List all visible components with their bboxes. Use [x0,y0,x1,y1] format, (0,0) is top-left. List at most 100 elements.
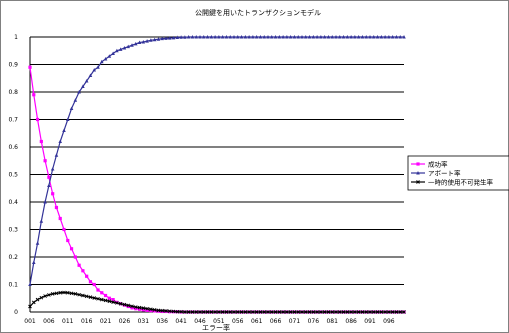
data-point [251,35,255,39]
data-point [137,307,142,311]
data-point [115,301,119,305]
data-point [152,37,157,42]
data-point [416,171,420,175]
data-point [92,282,96,287]
data-point [232,35,236,39]
data-point [307,310,312,314]
data-point [296,310,301,314]
data-point [258,35,263,39]
data-point [100,291,104,295]
data-point [217,35,221,39]
data-point [39,219,44,223]
data-point [99,59,104,64]
data-point [345,310,350,314]
data-point [54,205,59,210]
series-3 [28,290,406,314]
legend-label: 成功率 [428,160,448,169]
data-point [251,310,255,314]
data-point [43,159,47,163]
data-point [326,310,331,314]
data-point [179,309,183,314]
y-tick-label: 0.9 [8,62,18,69]
data-point [383,310,387,314]
data-point [160,36,165,41]
data-point [31,260,36,264]
data-point [54,153,59,157]
data-point [28,304,32,309]
data-point [232,310,236,314]
data-point [334,310,338,314]
data-point [205,310,210,314]
data-point [167,36,172,40]
y-tick-label: 0.3 [8,227,18,234]
data-point [349,310,353,314]
data-point [99,297,104,302]
data-point [235,35,240,39]
data-point [115,48,119,53]
data-point [88,280,93,284]
data-point [390,35,395,39]
data-point [96,65,100,69]
x-tick-label: 061 [251,318,263,325]
legend-item: 成功率 [411,160,448,169]
data-point [118,301,123,306]
data-point [247,310,251,314]
data-point [319,310,323,314]
data-point [130,43,134,47]
data-point [217,310,221,314]
data-point [398,35,403,39]
data-point [77,292,81,297]
data-point [416,180,420,184]
data-point [35,297,40,302]
data-point [254,310,259,314]
y-tick-label: 0.8 [8,89,18,96]
x-tick-label: 001 [24,318,36,325]
data-point [141,306,146,311]
series-group [28,35,406,314]
data-point [84,79,89,83]
data-point [103,293,108,298]
data-point [243,35,248,39]
data-point [111,298,115,302]
data-point [292,35,297,39]
data-point [375,310,380,314]
data-point [311,310,316,314]
y-axis-ticks: 0 0.1 0.2 0.3 0.4 0.5 0.6 0.7 0.8 0.9 1 [8,34,18,316]
data-point [88,295,93,300]
data-point [383,35,387,39]
x-tick-label: 026 [119,318,131,325]
data-point [179,35,183,39]
data-point [126,44,131,49]
data-point [330,310,335,314]
data-point [171,35,176,40]
data-point [190,35,195,39]
data-point [375,35,380,39]
x-tick-label: 031 [138,318,150,325]
data-point [262,310,267,314]
data-point [371,310,376,314]
data-point [334,35,338,39]
data-point [285,310,289,314]
data-point [96,288,100,292]
x-tick-label: 086 [345,318,357,325]
data-point [303,310,308,314]
data-point [141,39,146,44]
x-tick-label: 046 [194,318,206,325]
y-tick-label: 0.4 [8,199,18,206]
data-point [54,291,59,296]
data-point [269,35,274,39]
x-tick-label: 096 [383,318,395,325]
data-point [326,35,331,39]
data-point [379,310,384,314]
data-point [228,35,233,39]
data-point [198,310,202,314]
data-point [258,310,263,314]
y-tick-label: 0.5 [8,172,18,179]
data-point [353,35,357,39]
y-tick-label: 0.7 [8,117,18,124]
data-point [300,310,304,314]
data-point [247,35,251,39]
x-tick-label: 011 [62,318,74,325]
data-point [50,291,55,296]
data-point [77,90,81,94]
